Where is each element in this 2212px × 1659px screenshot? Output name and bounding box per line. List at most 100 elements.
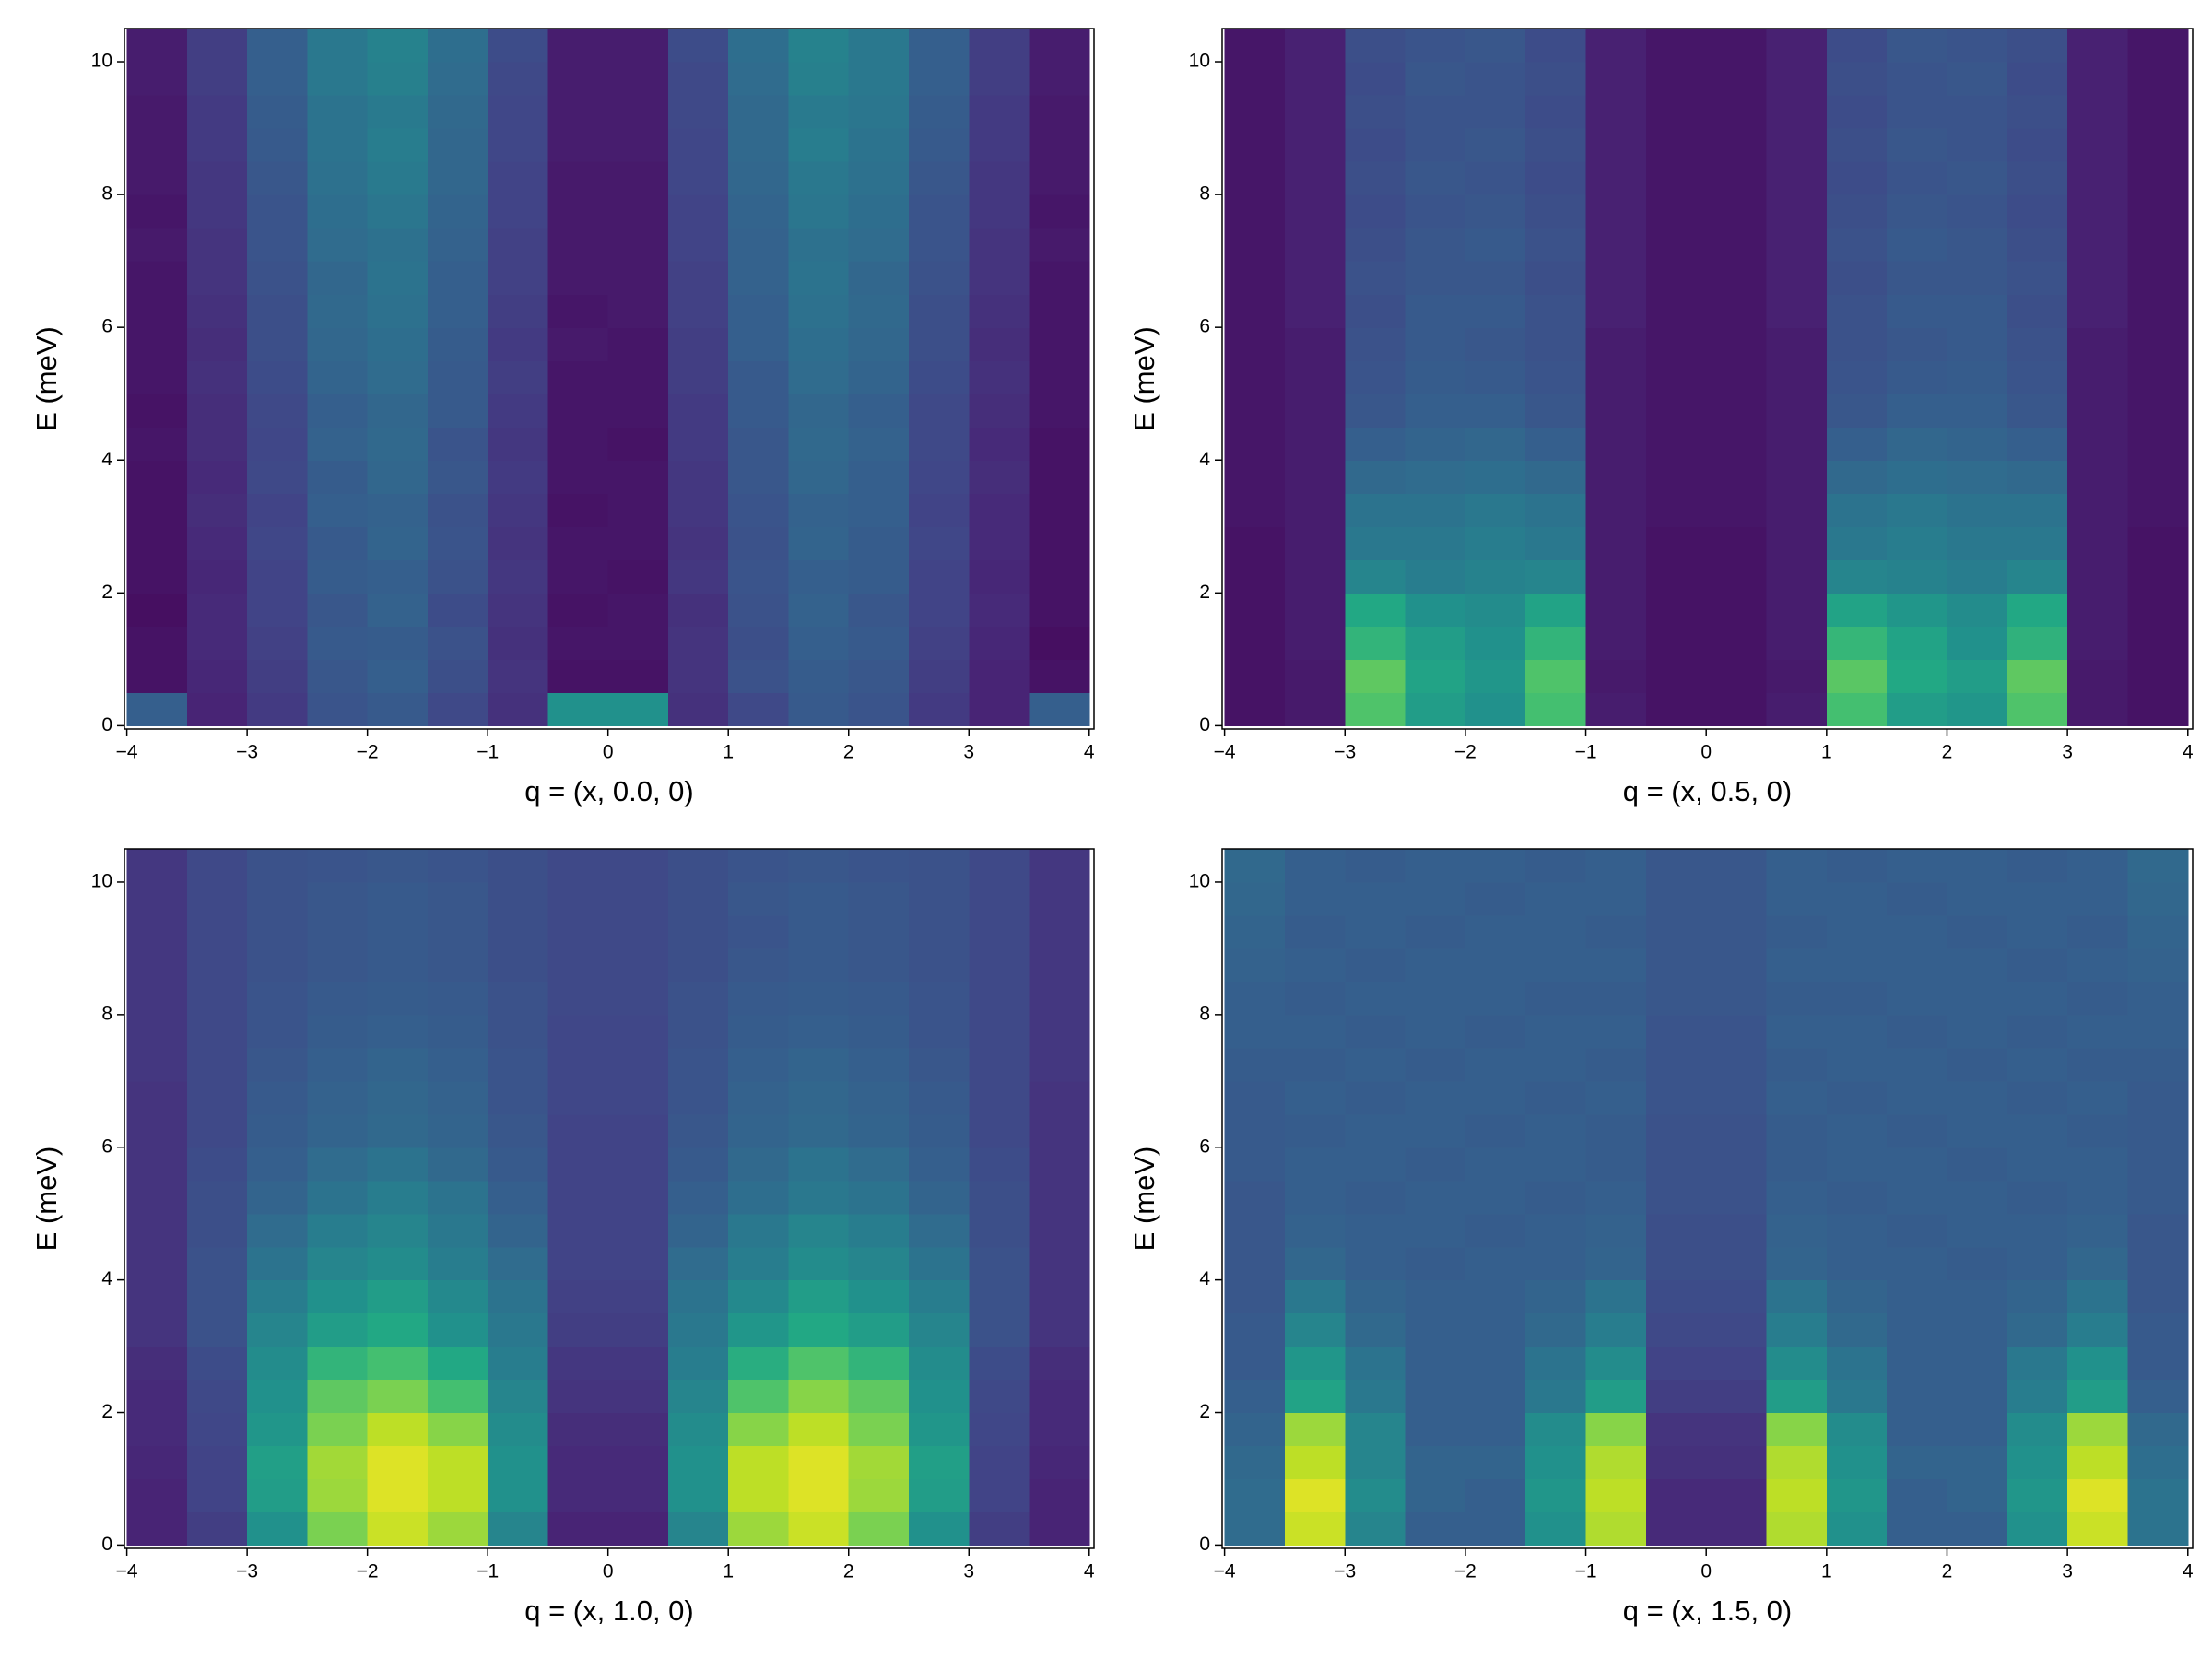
heatmap-cell: [1645, 1346, 1707, 1381]
heatmap-cell: [1887, 1113, 1948, 1148]
heatmap-cell: [247, 1279, 308, 1314]
heatmap-cell: [1224, 1312, 1286, 1347]
heatmap-cell: [1284, 1246, 1346, 1281]
heatmap-cell: [2006, 526, 2068, 560]
heatmap-cell: [1224, 1412, 1286, 1447]
plot-area: [1224, 849, 2189, 1547]
heatmap-cell: [1947, 228, 2008, 262]
heatmap-cell: [1465, 1445, 1526, 1480]
heatmap-cell: [969, 626, 1030, 660]
heatmap-cell: [1525, 161, 1587, 195]
heatmap-cell: [488, 327, 549, 361]
heatmap-cell: [1706, 460, 1768, 494]
heatmap-cell: [1029, 1246, 1090, 1281]
heatmap-cell: [1826, 1246, 1888, 1281]
heatmap-cell: [1224, 261, 1286, 295]
heatmap-cell: [1525, 849, 1587, 883]
y-axis-label: E (meV): [1128, 1147, 1160, 1252]
heatmap-cell: [1706, 1213, 1768, 1248]
heatmap-cell: [1224, 1379, 1286, 1414]
heatmap-cell: [1887, 1246, 1948, 1281]
heatmap-cell: [1585, 692, 1647, 726]
heatmap-cell: [848, 1279, 910, 1314]
heatmap-cell: [1887, 981, 1948, 1016]
heatmap-cell: [1826, 1113, 1888, 1148]
heatmap-cell: [848, 394, 910, 428]
heatmap-cell: [1947, 1080, 2008, 1115]
heatmap-cell: [1284, 460, 1346, 494]
heatmap-cell: [1706, 849, 1768, 883]
heatmap-cell: [908, 360, 970, 394]
subplot: −4 −3 −2 −1 0 1 2 3 4 0 2 4 6 8 10 q = (x, 1.5, 0) E (me…: [1128, 848, 2194, 1627]
heatmap-cell: [1029, 1312, 1090, 1347]
heatmap-cell: [488, 1312, 549, 1347]
heatmap-cell: [1887, 1180, 1948, 1215]
heatmap-cell: [1029, 460, 1090, 494]
heatmap-cell: [247, 427, 308, 461]
heatmap-cell: [1465, 1346, 1526, 1381]
heatmap-cell: [1465, 62, 1526, 96]
heatmap-cell: [848, 228, 910, 262]
heatmap-cell: [1706, 1014, 1768, 1049]
heatmap-cell: [1947, 659, 2008, 693]
heatmap-cell: [427, 626, 488, 660]
heatmap-cell: [848, 29, 910, 63]
heatmap-cell: [1887, 947, 1948, 982]
heatmap-cell: [1766, 1512, 1828, 1547]
heatmap-cell: [427, 1113, 488, 1148]
heatmap-cell: [728, 1180, 790, 1215]
heatmap-cell: [1525, 493, 1587, 527]
heatmap-cell: [908, 1047, 970, 1082]
heatmap-cell: [1345, 849, 1406, 883]
heatmap-cell: [908, 1279, 970, 1314]
heatmap-cell: [908, 1080, 970, 1115]
heatmap-cell: [488, 1512, 549, 1547]
heatmap-cell: [908, 1213, 970, 1248]
heatmap-cell: [1947, 981, 2008, 1016]
heatmap-cell: [1645, 228, 1707, 262]
heatmap-cell: [367, 1047, 429, 1082]
heatmap-cell: [307, 294, 369, 328]
heatmap-cell: [307, 626, 369, 660]
heatmap-cell: [1645, 914, 1707, 949]
heatmap-cell: [1345, 161, 1406, 195]
heatmap-cell: [1224, 692, 1286, 726]
heatmap-cell: [908, 1478, 970, 1513]
heatmap-cell: [2127, 1312, 2189, 1347]
heatmap-cell: [1585, 1412, 1647, 1447]
heatmap-cell: [1029, 228, 1090, 262]
heatmap-cell: [367, 1279, 429, 1314]
heatmap-cell: [1525, 559, 1587, 594]
y-tick-label: 4: [101, 1268, 112, 1289]
heatmap-cell: [186, 593, 248, 627]
y-tick-label: 0: [1199, 1534, 1210, 1555]
heatmap-cell: [427, 559, 488, 594]
heatmap-cell: [788, 1113, 850, 1148]
heatmap-cell: [488, 1113, 549, 1148]
heatmap-cell: [186, 559, 248, 594]
heatmap-cell: [788, 294, 850, 328]
heatmap-cell: [247, 1047, 308, 1082]
heatmap-cell: [1405, 1478, 1466, 1513]
heatmap-cell: [1766, 427, 1828, 461]
heatmap-cell: [1706, 1379, 1768, 1414]
heatmap-cell: [2067, 95, 2129, 129]
heatmap-cell: [186, 62, 248, 96]
heatmap-cell: [1766, 1014, 1828, 1049]
heatmap-cell: [969, 1445, 1030, 1480]
heatmap-cell: [2127, 327, 2189, 361]
heatmap-cell: [2006, 981, 2068, 1016]
heatmap-cell: [2006, 1279, 2068, 1314]
heatmap-cell: [186, 1047, 248, 1082]
heatmap-cell: [1029, 261, 1090, 295]
heatmap-cell: [969, 460, 1030, 494]
heatmap-cell: [186, 1180, 248, 1215]
heatmap-cell: [488, 261, 549, 295]
heatmap-cell: [367, 360, 429, 394]
heatmap-cell: [2067, 62, 2129, 96]
heatmap-cell: [728, 493, 790, 527]
heatmap-cell: [1284, 1180, 1346, 1215]
heatmap-cell: [247, 1478, 308, 1513]
heatmap-cell: [1525, 692, 1587, 726]
heatmap-cell: [1345, 1445, 1406, 1480]
